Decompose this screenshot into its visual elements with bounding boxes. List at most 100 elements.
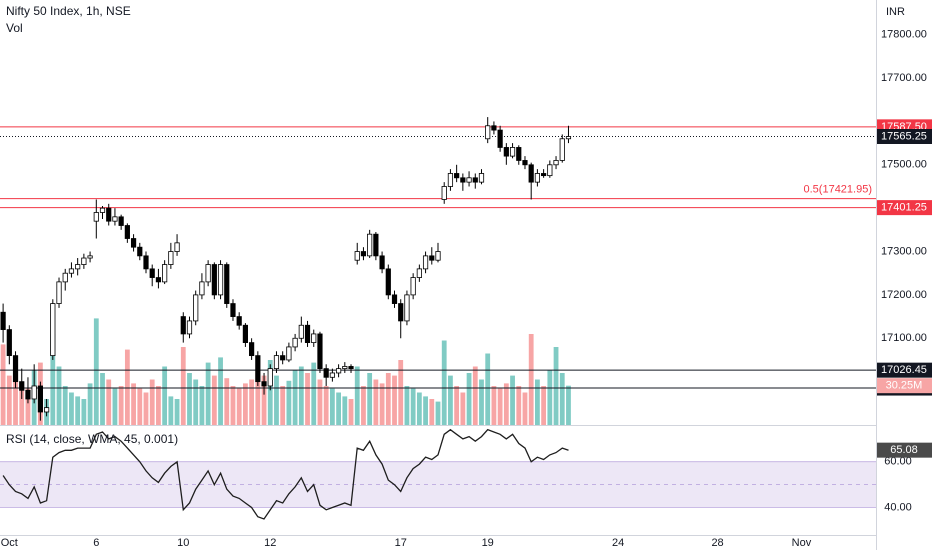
candle-body <box>292 337 298 348</box>
volume-bar <box>75 396 81 425</box>
volume-bar <box>187 373 192 425</box>
candle-body <box>410 277 416 296</box>
candle-body <box>298 324 304 339</box>
candle-body <box>81 257 87 265</box>
volume-bar <box>106 379 112 425</box>
volume-bar <box>50 334 56 425</box>
candle-body <box>124 225 130 239</box>
volume-bar <box>416 392 422 425</box>
volume-bar <box>311 362 317 425</box>
candle-body <box>516 147 522 161</box>
volume-bar <box>497 388 503 425</box>
candle-body <box>19 381 25 391</box>
volume-bar <box>510 375 515 425</box>
candle-body <box>416 268 422 278</box>
x-tick-label: 12 <box>264 537 276 549</box>
candle-body <box>478 173 485 183</box>
volume-bar <box>292 370 298 425</box>
candle-body <box>323 368 329 378</box>
candle-body <box>174 242 180 252</box>
candle-body <box>155 277 162 283</box>
volume-bar <box>305 373 310 425</box>
x-tick-label: 28 <box>711 537 723 549</box>
y-tick-label: 17500.00 <box>881 159 927 171</box>
y-tick-label: 17200.00 <box>881 289 927 301</box>
x-tick-label: 6 <box>93 537 99 549</box>
volume-bar <box>230 386 236 425</box>
volume-bar <box>317 379 323 425</box>
candle-body <box>43 407 50 413</box>
volume-bar <box>547 370 553 425</box>
volume-bar <box>124 349 130 425</box>
candle-body <box>391 294 398 304</box>
volume-bar <box>143 392 149 425</box>
volume-bar <box>298 366 304 425</box>
volume-bar <box>193 379 199 425</box>
candle-body <box>230 303 236 317</box>
volume-bar <box>205 362 211 425</box>
candle-body <box>137 246 143 257</box>
candle-body <box>217 264 224 296</box>
candle-body <box>565 136 572 140</box>
candle-body <box>249 342 255 357</box>
volume-bar <box>354 366 360 425</box>
candle-body <box>454 173 460 179</box>
candle-body <box>367 233 373 257</box>
volume-bar <box>156 386 161 425</box>
candle-body <box>422 255 429 270</box>
price-badge-bg <box>877 362 932 378</box>
volume-bar <box>224 378 230 425</box>
candle-body <box>335 368 342 374</box>
rsi-tick-label: 40.00 <box>884 501 912 513</box>
price-badge-bg <box>877 200 932 216</box>
candle-body <box>311 333 317 344</box>
volume-bar <box>6 375 12 425</box>
volume-bar <box>131 383 136 425</box>
volume-bar <box>553 347 559 425</box>
candle-body <box>211 264 217 296</box>
volume-bar <box>218 357 223 425</box>
candle-body <box>509 147 516 157</box>
volume-bar <box>535 379 540 425</box>
volume-bar <box>93 318 99 425</box>
candle-body <box>528 164 534 183</box>
x-tick-label: 17 <box>395 537 407 549</box>
candle-body <box>441 186 447 200</box>
candle-body <box>304 324 311 344</box>
candle-body <box>168 251 174 265</box>
candle-body <box>466 177 472 183</box>
volume-bar <box>280 386 286 425</box>
volume-bar <box>336 392 341 425</box>
volume-bar <box>441 340 447 425</box>
y-tick-label: 17100.00 <box>881 332 927 344</box>
candle-body <box>12 355 19 383</box>
volume-bar <box>329 388 335 425</box>
candle-body <box>193 294 199 322</box>
x-tick-label: 24 <box>612 537 624 549</box>
rsi-tick-label: 60.00 <box>884 456 912 468</box>
candle-body <box>360 251 367 257</box>
volume-bar <box>404 386 410 425</box>
candle-body <box>6 329 12 357</box>
candle-body <box>50 303 56 357</box>
candle-body <box>62 272 68 283</box>
x-tick-label: 19 <box>482 537 494 549</box>
candle-body <box>553 160 559 166</box>
candle-body <box>0 311 6 330</box>
volume-bar <box>342 396 348 425</box>
x-tick-label: 10 <box>177 537 189 549</box>
volume-bar <box>323 386 329 425</box>
volume-bar <box>261 375 267 425</box>
volume-bar <box>479 379 484 425</box>
volume-bar <box>199 386 205 425</box>
volume-bar <box>367 373 373 425</box>
volume-bar <box>118 386 124 425</box>
candle-body <box>522 160 528 166</box>
volume-bar <box>100 373 105 425</box>
volume-bar <box>423 396 428 425</box>
volume-bar <box>112 388 118 425</box>
volume-bar <box>379 383 385 425</box>
y-tick-label: 17700.00 <box>881 72 927 84</box>
volume-bar <box>460 392 466 425</box>
